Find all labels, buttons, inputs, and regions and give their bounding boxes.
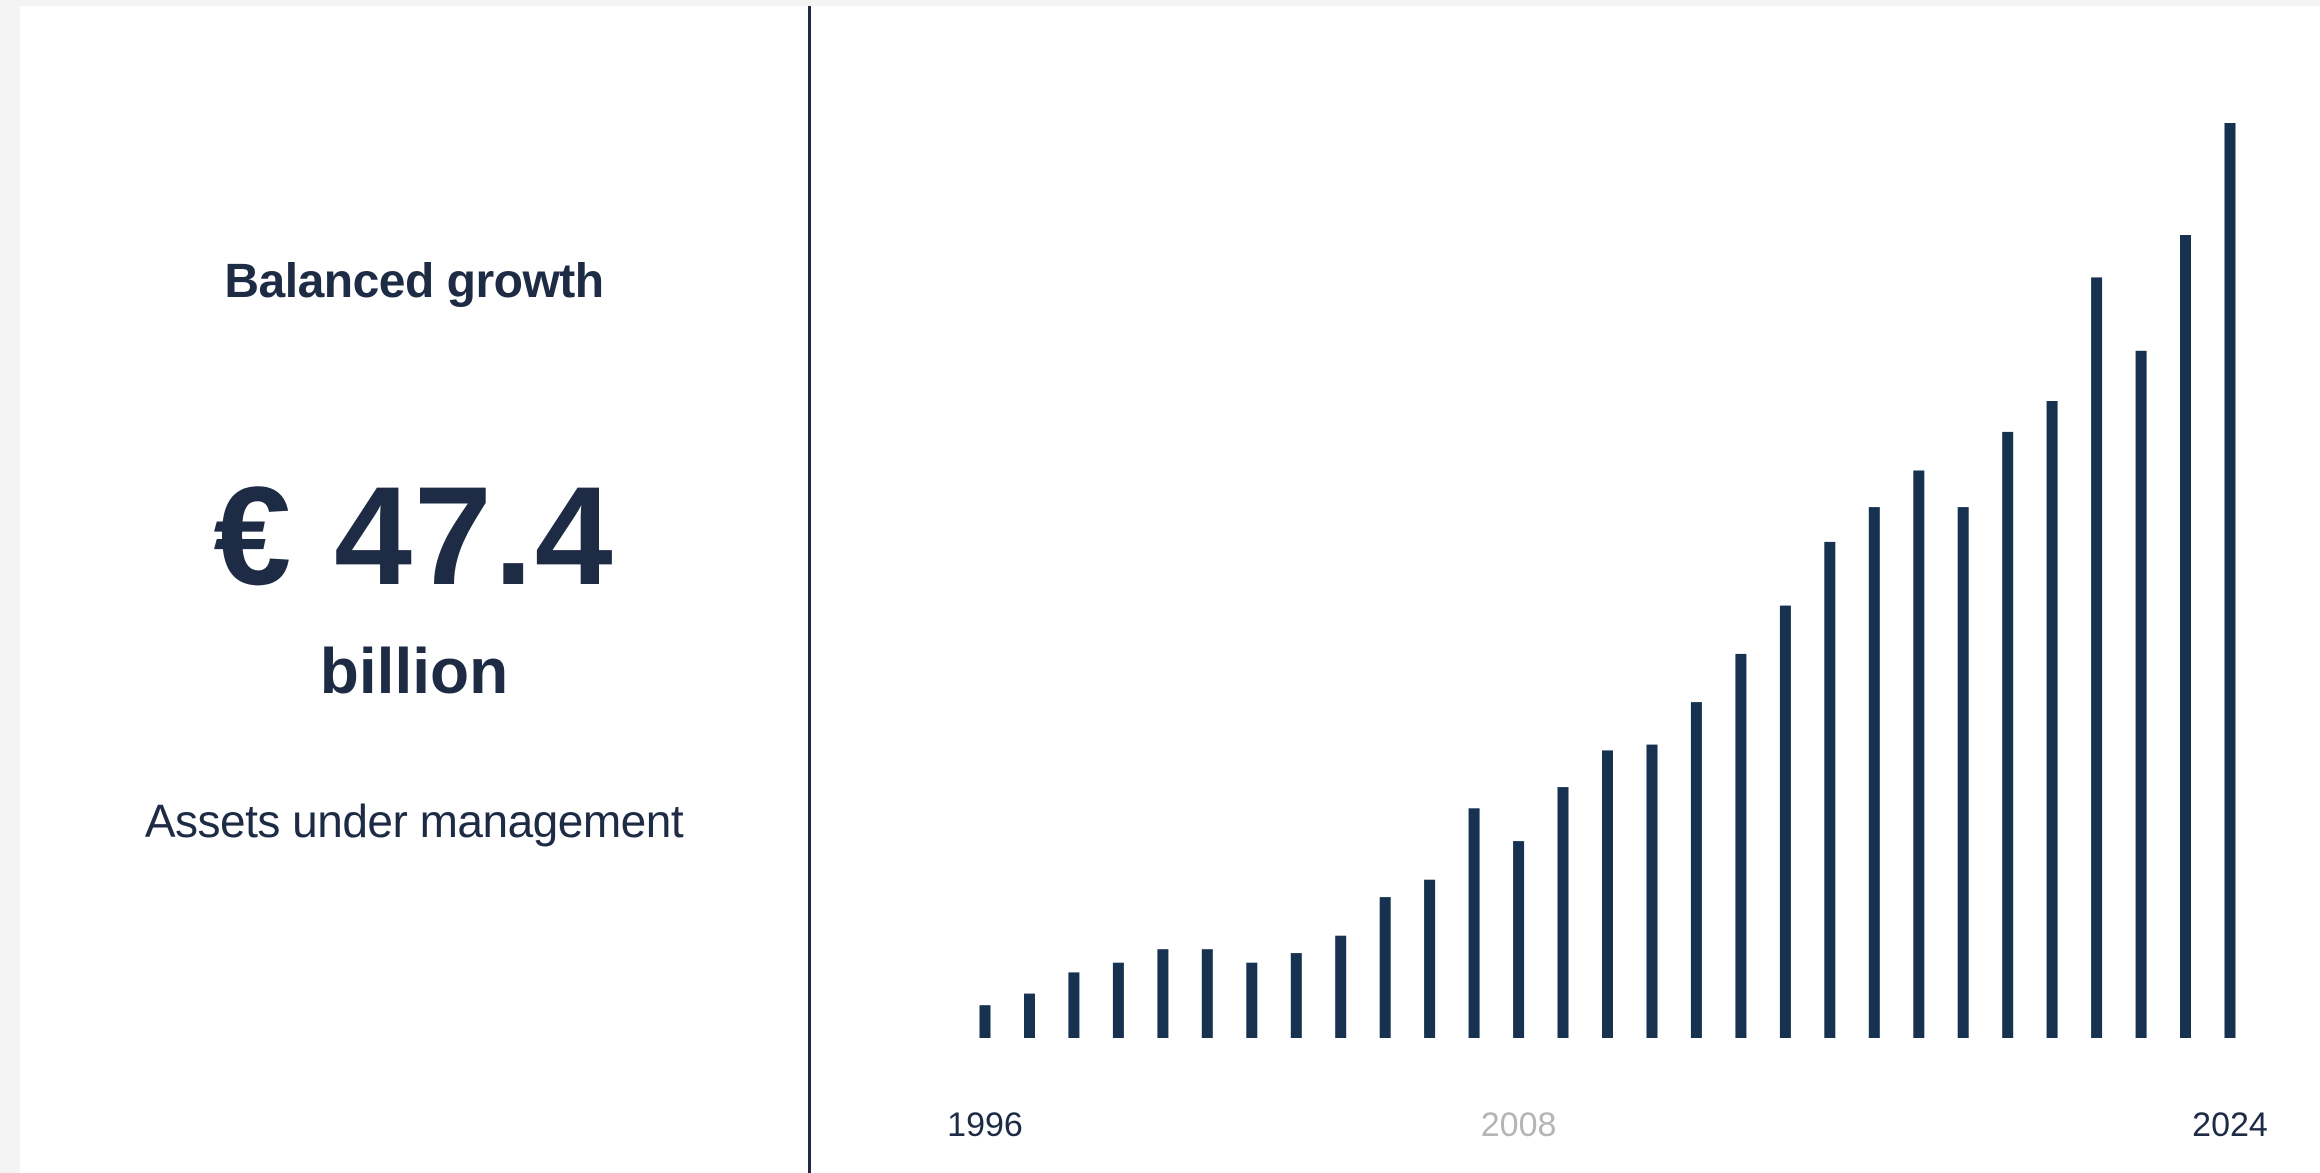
- bar-1998: [1068, 972, 1080, 1038]
- bar-2013: [1735, 653, 1747, 1038]
- chart-card: Balanced growth € 47.4 billion Assets un…: [20, 6, 2320, 1173]
- bar-2010: [1602, 750, 1613, 1038]
- bar-2009: [1557, 787, 1569, 1038]
- bar-2003: [1290, 953, 1302, 1038]
- bar-2017: [1913, 470, 1925, 1038]
- kpi-unit: billion: [319, 635, 509, 707]
- bar-2024: [2224, 123, 2236, 1038]
- bar-2015: [1824, 541, 1836, 1038]
- x-tick-label-1996: 1996: [947, 1106, 1023, 1144]
- bar-2001: [1201, 949, 1213, 1038]
- bar-1996: [979, 1005, 991, 1038]
- bar-2000: [1157, 949, 1169, 1038]
- bar-chart: 1996 2008 2024: [947, 123, 2268, 1144]
- kpi-panel: Balanced growth € 47.4 billion Assets un…: [20, 6, 808, 1173]
- panel-heading: Balanced growth: [224, 255, 604, 308]
- x-tick-label-2008: 2008: [1481, 1106, 1557, 1144]
- bar-2008: [1513, 841, 1525, 1038]
- bar-2014: [1779, 605, 1791, 1038]
- bar-2007: [1468, 808, 1480, 1038]
- bar-2018: [1957, 507, 1969, 1039]
- bar-1997: [1024, 993, 1035, 1038]
- bar-2023: [2180, 235, 2191, 1038]
- bar-2005: [1379, 897, 1391, 1038]
- bar-2002: [1246, 962, 1258, 1038]
- x-tick-label-2024: 2024: [2192, 1106, 2268, 1144]
- bar-2011: [1646, 744, 1658, 1038]
- bar-2004: [1335, 935, 1347, 1038]
- bar-2020: [2046, 401, 2058, 1038]
- bar-2022: [2135, 350, 2147, 1038]
- bar-2006: [1424, 879, 1436, 1038]
- bar-2019: [2002, 431, 2014, 1038]
- kpi-value: € 47.4: [213, 457, 615, 614]
- bar-2016: [1868, 507, 1880, 1039]
- bar-1999: [1112, 962, 1124, 1038]
- panel-divider: [808, 6, 811, 1173]
- bar-2021: [2091, 277, 2103, 1038]
- bar-2012: [1690, 702, 1702, 1038]
- kpi-label: Assets under management: [144, 795, 684, 847]
